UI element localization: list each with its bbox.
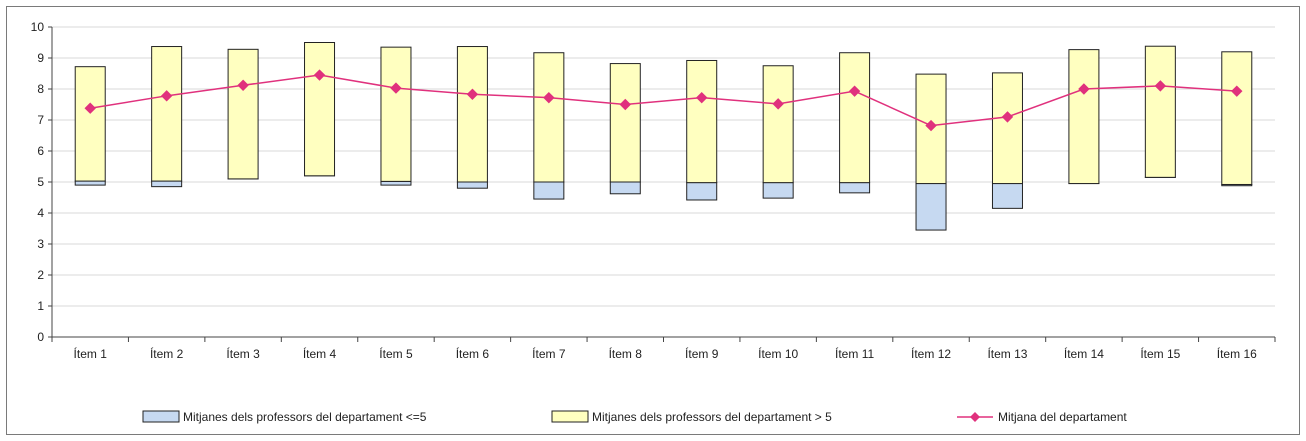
bar-le5-9[interactable] [686, 182, 718, 201]
bar-gt5-13[interactable] [991, 72, 1023, 185]
y-tick-label: 8 [37, 82, 44, 96]
y-tick-label: 4 [37, 206, 44, 220]
x-tick-label: Ítem 7 [532, 346, 566, 361]
department-mean-point-2[interactable] [160, 90, 173, 102]
x-tick-label: Ítem 14 [1064, 346, 1104, 361]
bar-gt5-9[interactable] [686, 59, 718, 184]
x-tick-label: Ítem 5 [379, 346, 413, 361]
x-tick-label: Ítem 11 [835, 346, 874, 361]
department-mean-point-4[interactable] [313, 69, 326, 81]
x-tick-label: Ítem 8 [609, 346, 643, 361]
bar-gt5-11[interactable] [839, 52, 871, 184]
department-mean-point-9[interactable] [696, 91, 708, 104]
department-mean-point-8[interactable] [619, 98, 631, 111]
bar-gt5-2[interactable] [151, 46, 183, 182]
legend-swatch-gt5 [551, 410, 589, 423]
x-tick-label: Ítem 2 [150, 346, 184, 361]
department-mean-point-16[interactable] [1231, 85, 1243, 97]
bar-gt5-6[interactable] [456, 46, 488, 183]
x-tick-label: Ítem 6 [456, 346, 490, 361]
department-mean-point-11[interactable] [848, 85, 861, 97]
department-mean-point-3[interactable] [237, 79, 249, 91]
department-mean-point-1[interactable] [84, 102, 96, 114]
bar-le5-8[interactable] [609, 181, 641, 195]
department-mean-point-15[interactable] [1154, 80, 1167, 92]
department-mean-point-10[interactable] [772, 98, 784, 110]
x-tick-label: Ítem 13 [987, 346, 1027, 361]
legend-label-mean: Mitjana del departament [998, 410, 1127, 424]
y-tick-label: 9 [37, 51, 44, 65]
bar-gt5-16[interactable] [1221, 51, 1253, 185]
legend-label-le5: Mitjanes dels professors del departament… [183, 410, 427, 424]
bar-gt5-4[interactable] [304, 42, 336, 177]
department-mean-point-12[interactable] [925, 119, 937, 132]
y-tick-label: 0 [37, 330, 44, 344]
bar-gt5-10[interactable] [762, 65, 794, 184]
bar-gt5-3[interactable] [227, 48, 259, 180]
bar-le5-2[interactable] [151, 180, 183, 188]
x-tick-label: Ítem 4 [303, 346, 337, 361]
y-tick-label: 2 [37, 268, 44, 282]
bar-gt5-8[interactable] [609, 63, 641, 183]
y-tick-label: 7 [37, 113, 44, 127]
y-tick-label: 6 [37, 144, 44, 158]
legend-swatch-le5 [142, 410, 180, 423]
department-mean-point-5[interactable] [390, 82, 402, 94]
bar-gt5-1[interactable] [74, 66, 106, 182]
bar-gt5-5[interactable] [380, 46, 412, 182]
y-tick-label: 1 [37, 299, 44, 313]
bar-le5-13[interactable] [991, 183, 1023, 209]
x-tick-label: Ítem 15 [1140, 346, 1180, 361]
bar-le5-10[interactable] [762, 182, 794, 199]
bar-le5-6[interactable] [456, 181, 488, 189]
x-tick-label: Ítem 3 [226, 346, 260, 361]
x-tick-label: Ítem 12 [911, 346, 951, 361]
department-mean-point-6[interactable] [466, 88, 479, 100]
bar-le5-12[interactable] [915, 183, 947, 231]
x-tick-label: Ítem 9 [685, 346, 719, 361]
y-tick-label: 10 [31, 20, 45, 34]
x-tick-label: Ítem 1 [74, 346, 108, 361]
y-tick-label: 3 [37, 237, 44, 251]
bar-le5-11[interactable] [839, 182, 871, 194]
bar-gt5-7[interactable] [533, 52, 565, 183]
bar-le5-1[interactable] [74, 180, 106, 186]
department-mean-line [90, 74, 1237, 127]
bar-gt5-14[interactable] [1068, 49, 1100, 185]
bar-le5-7[interactable] [533, 181, 565, 200]
department-mean-point-13[interactable] [1001, 111, 1014, 123]
legend-label-gt5: Mitjanes dels professors del departament… [592, 410, 832, 424]
x-tick-label: Ítem 10 [758, 346, 798, 361]
y-tick-label: 5 [37, 175, 44, 189]
bar-gt5-15[interactable] [1144, 45, 1176, 178]
department-mean-point-14[interactable] [1078, 83, 1090, 95]
department-mean-point-7[interactable] [543, 91, 555, 104]
bar-le5-5[interactable] [380, 180, 412, 186]
legend-marker-mean [970, 412, 980, 422]
x-tick-label: Ítem 16 [1217, 346, 1257, 361]
